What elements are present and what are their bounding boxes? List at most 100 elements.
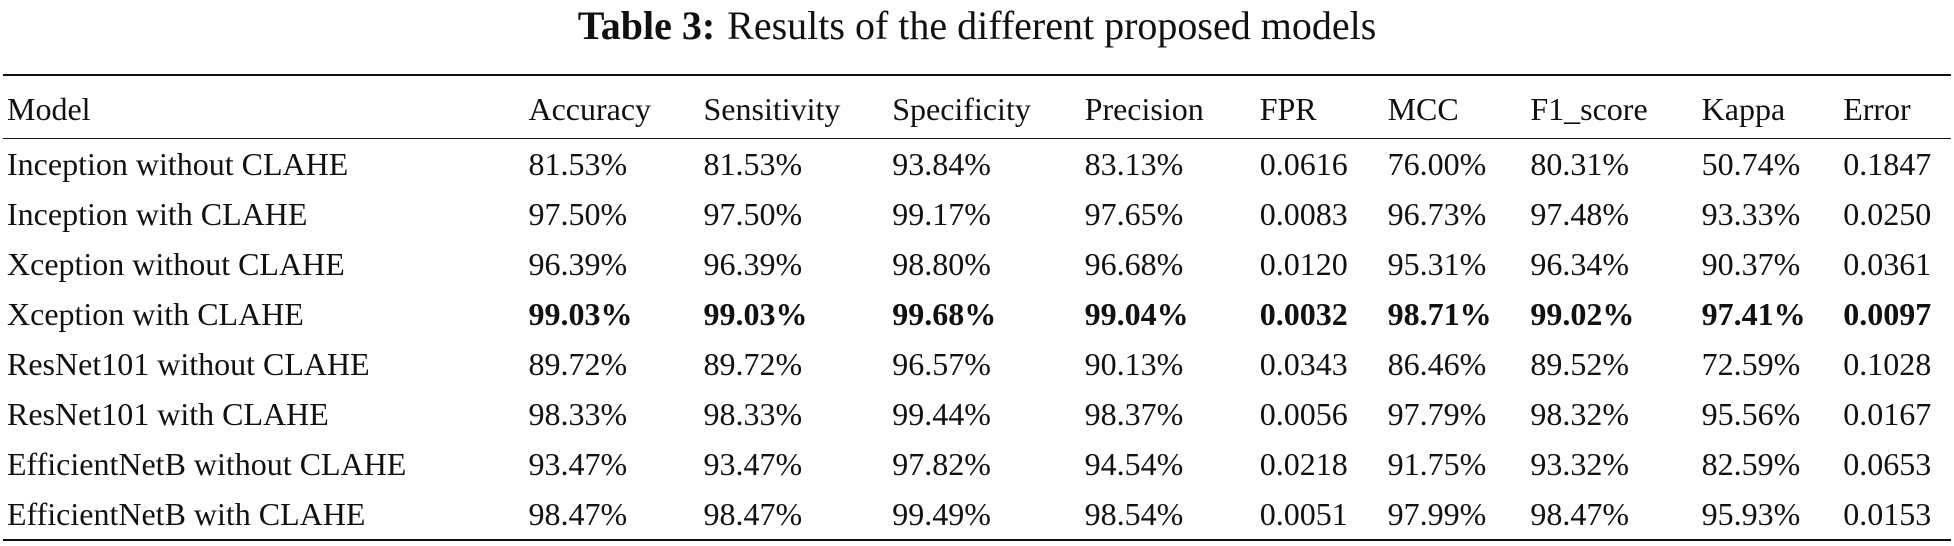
cell-sensitivity: 93.47% <box>703 446 803 482</box>
cell-error: 0.0653 <box>1843 446 1932 482</box>
cell-accuracy: 89.72% <box>528 346 628 382</box>
cell-f1-score: 93.32% <box>1530 446 1629 482</box>
cell-kappa: 72.59% <box>1701 346 1801 382</box>
cell-f1-score: 99.02% <box>1530 296 1635 332</box>
cell-model: EfficientNetB with CLAHE <box>7 496 366 532</box>
cell-error: 0.1028 <box>1843 346 1932 382</box>
table-header-row: Model Accuracy Sensitivity Specificity P… <box>3 75 1951 139</box>
table-row: EfficientNetB with CLAHE 98.47% 98.47% 99.4… <box>3 489 1951 540</box>
cell-specificity: 97.82% <box>892 446 991 482</box>
column-header-specificity: Specificity <box>892 91 1031 127</box>
cell-error: 0.0097 <box>1843 296 1932 332</box>
table-row: Xception without CLAHE 96.39% 96.39% 98.80%… <box>3 239 1951 289</box>
cell-specificity: 99.49% <box>892 496 991 532</box>
column-header-model: Model <box>7 91 91 127</box>
cell-sensitivity: 81.53% <box>703 146 803 182</box>
column-header-mcc: MCC <box>1387 91 1459 127</box>
cell-fpr: 0.0056 <box>1259 396 1348 432</box>
cell-precision: 94.54% <box>1084 446 1184 482</box>
column-header-precision: Precision <box>1084 91 1204 127</box>
cell-f1-score: 98.47% <box>1530 496 1629 532</box>
cell-f1-score: 89.52% <box>1530 346 1629 382</box>
table-row: Inception with CLAHE 97.50% 97.50% 99.17% 97… <box>3 189 1951 239</box>
column-header-sensitivity: Sensitivity <box>703 91 841 127</box>
cell-mcc: 96.73% <box>1387 196 1487 232</box>
table-caption: Table 3: Results of the different propose… <box>0 4 1954 48</box>
table-row: Xception with CLAHE 99.03% 99.03% 99.68% 99.… <box>3 289 1951 339</box>
cell-error: 0.0361 <box>1843 246 1932 282</box>
cell-precision: 97.65% <box>1084 196 1184 232</box>
cell-fpr: 0.0120 <box>1259 246 1348 282</box>
cell-mcc: 95.31% <box>1387 246 1487 282</box>
cell-kappa: 95.56% <box>1701 396 1801 432</box>
cell-f1-score: 98.32% <box>1530 396 1629 432</box>
cell-fpr: 0.0616 <box>1259 146 1348 182</box>
column-header-error: Error <box>1843 91 1911 127</box>
cell-kappa: 82.59% <box>1701 446 1801 482</box>
cell-sensitivity: 98.33% <box>703 396 803 432</box>
cell-specificity: 99.44% <box>892 396 991 432</box>
table-caption-label: Table 3: <box>577 3 716 48</box>
cell-accuracy: 93.47% <box>528 446 628 482</box>
cell-mcc: 86.46% <box>1387 346 1487 382</box>
cell-f1-score: 80.31% <box>1530 146 1629 182</box>
cell-mcc: 97.99% <box>1387 496 1487 532</box>
cell-model: Xception without CLAHE <box>7 246 345 282</box>
table-row: ResNet101 with CLAHE 98.33% 98.33% 99.44% 98… <box>3 389 1951 439</box>
results-table: Model Accuracy Sensitivity Specificity P… <box>3 74 1951 541</box>
cell-precision: 90.13% <box>1084 346 1184 382</box>
cell-model: Inception without CLAHE <box>7 146 349 182</box>
column-header-accuracy: Accuracy <box>528 91 652 127</box>
cell-mcc: 91.75% <box>1387 446 1487 482</box>
cell-model: EfficientNetB without CLAHE <box>7 446 407 482</box>
cell-specificity: 99.68% <box>892 296 997 332</box>
table-row: EfficientNetB without CLAHE 93.47% 93.47% 9… <box>3 439 1951 489</box>
column-header-kappa: Kappa <box>1701 91 1786 127</box>
cell-f1-score: 96.34% <box>1530 246 1629 282</box>
cell-kappa: 93.33% <box>1701 196 1801 232</box>
cell-kappa: 90.37% <box>1701 246 1801 282</box>
cell-specificity: 96.57% <box>892 346 991 382</box>
cell-accuracy: 97.50% <box>528 196 628 232</box>
cell-fpr: 0.0218 <box>1259 446 1348 482</box>
cell-fpr: 0.0343 <box>1259 346 1348 382</box>
column-header-f1-score: F1_score <box>1530 91 1648 127</box>
cell-error: 0.1847 <box>1843 146 1932 182</box>
cell-model: Xception with CLAHE <box>7 296 304 332</box>
cell-accuracy: 99.03% <box>528 296 633 332</box>
cell-mcc: 97.79% <box>1387 396 1487 432</box>
cell-kappa: 97.41% <box>1701 296 1806 332</box>
cell-model: Inception with CLAHE <box>7 196 308 232</box>
cell-sensitivity: 89.72% <box>703 346 803 382</box>
cell-accuracy: 98.33% <box>528 396 628 432</box>
table-row: Inception without CLAHE 81.53% 81.53% 93.84… <box>3 139 1951 190</box>
cell-error: 0.0167 <box>1843 396 1932 432</box>
cell-specificity: 98.80% <box>892 246 991 282</box>
table-body: Inception without CLAHE 81.53% 81.53% 93.84… <box>3 139 1951 540</box>
cell-accuracy: 96.39% <box>528 246 628 282</box>
cell-error: 0.0250 <box>1843 196 1932 232</box>
cell-sensitivity: 99.03% <box>703 296 808 332</box>
cell-precision: 96.68% <box>1084 246 1184 282</box>
cell-model: ResNet101 with CLAHE <box>7 396 329 432</box>
cell-specificity: 99.17% <box>892 196 991 232</box>
cell-accuracy: 81.53% <box>528 146 628 182</box>
cell-specificity: 93.84% <box>892 146 991 182</box>
cell-mcc: 76.00% <box>1387 146 1487 182</box>
cell-precision: 83.13% <box>1084 146 1184 182</box>
cell-sensitivity: 97.50% <box>703 196 803 232</box>
cell-accuracy: 98.47% <box>528 496 628 532</box>
cell-precision: 98.54% <box>1084 496 1184 532</box>
cell-model: ResNet101 without CLAHE <box>7 346 370 382</box>
cell-kappa: 95.93% <box>1701 496 1801 532</box>
cell-f1-score: 97.48% <box>1530 196 1629 232</box>
table-row: ResNet101 without CLAHE 89.72% 89.72% 96.57… <box>3 339 1951 389</box>
table-caption-text: Results of the different proposed models <box>727 3 1377 48</box>
cell-kappa: 50.74% <box>1701 146 1801 182</box>
cell-error: 0.0153 <box>1843 496 1932 532</box>
cell-mcc: 98.71% <box>1387 296 1492 332</box>
cell-sensitivity: 96.39% <box>703 246 803 282</box>
cell-fpr: 0.0032 <box>1259 296 1348 332</box>
cell-fpr: 0.0083 <box>1259 196 1348 232</box>
cell-sensitivity: 98.47% <box>703 496 803 532</box>
